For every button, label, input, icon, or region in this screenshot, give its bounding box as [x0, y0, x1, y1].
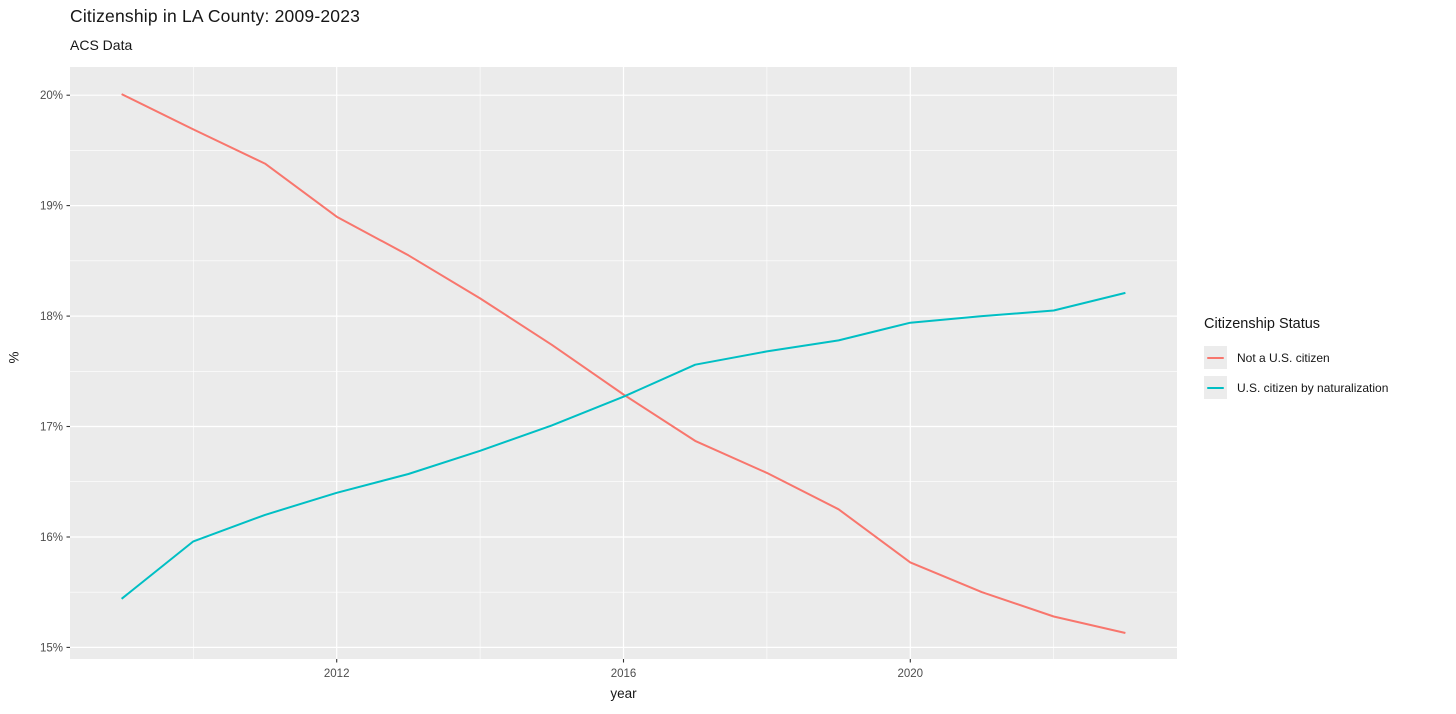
y-tick-label: 15% [40, 642, 63, 654]
y-tick-label: 16% [40, 532, 63, 544]
chart-title: Citizenship in LA County: 2009-2023 [70, 6, 361, 26]
legend-label-not-citizen: Not a U.S. citizen [1237, 350, 1330, 365]
y-tick-label: 20% [40, 90, 63, 102]
series-line-1 [120, 291, 1126, 600]
chart-subtitle: ACS Data [70, 37, 133, 53]
legend-item-naturalized: U.S. citizen by naturalization [1204, 376, 1388, 399]
x-tick-label: 2016 [611, 668, 637, 680]
y-tick-label: 17% [40, 422, 63, 434]
legend: Citizenship Status Not a U.S. citizen U.… [1204, 316, 1388, 406]
legend-item-not-citizen: Not a U.S. citizen [1204, 346, 1388, 369]
teal-line-icon [1207, 386, 1224, 389]
y-tick-label: 18% [40, 311, 63, 323]
red-line-icon [1207, 356, 1224, 359]
legend-key-box [1204, 346, 1227, 369]
series-line-0 [121, 93, 1126, 634]
legend-title: Citizenship Status [1204, 316, 1321, 332]
legend-key-box [1204, 376, 1227, 399]
x-tick-label: 2012 [324, 668, 350, 680]
y-tick-label: 19% [40, 201, 63, 213]
y-axis-title: % [6, 351, 22, 364]
x-tick-label: 2020 [898, 668, 924, 680]
x-axis-title: year [610, 686, 637, 701]
legend-label-naturalized: U.S. citizen by naturalization [1237, 380, 1389, 395]
